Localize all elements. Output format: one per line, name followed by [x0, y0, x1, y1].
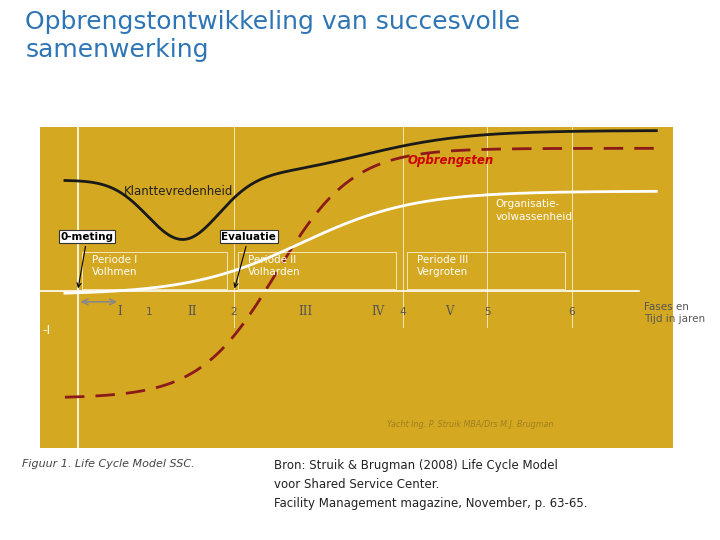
Text: Periode III
Vergroten: Periode III Vergroten	[417, 255, 469, 277]
Text: Fases en
Tijd in jaren: Fases en Tijd in jaren	[644, 302, 705, 324]
Text: V: V	[445, 306, 454, 319]
Text: Bron: Struik & Brugman (2008) Life Cycle Model
voor Shared Service Center.
Facil: Bron: Struik & Brugman (2008) Life Cycle…	[274, 459, 587, 510]
Text: Yacht Ing. P. Struik MBA/Drs M.J. Brugman: Yacht Ing. P. Struik MBA/Drs M.J. Brugma…	[387, 420, 554, 429]
Text: 4: 4	[400, 307, 406, 317]
Text: II: II	[187, 306, 197, 319]
Text: 6: 6	[569, 307, 575, 317]
Text: Evaluatie: Evaluatie	[221, 232, 276, 287]
Text: Opbrengsten: Opbrengsten	[407, 154, 493, 167]
Text: Klanttevredenheid: Klanttevredenheid	[124, 185, 233, 198]
Text: Figuur 1. Life Cycle Model SSC.: Figuur 1. Life Cycle Model SSC.	[22, 459, 194, 469]
Text: IV: IV	[371, 306, 384, 319]
Text: Periode I
Volhmen: Periode I Volhmen	[92, 255, 138, 277]
Text: 1: 1	[146, 307, 153, 317]
Text: I: I	[117, 306, 122, 319]
Text: Periode II
Volharden: Periode II Volharden	[248, 255, 301, 277]
Text: 5: 5	[484, 307, 490, 317]
Text: 2: 2	[230, 307, 237, 317]
Text: -I: -I	[42, 324, 50, 337]
Text: Opbrengstontwikkeling van succesvolle
samenwerking: Opbrengstontwikkeling van succesvolle sa…	[25, 10, 521, 62]
Text: III: III	[299, 306, 312, 319]
Text: 0-meting: 0-meting	[60, 232, 114, 287]
Text: Organisatie-
volwassenheid: Organisatie- volwassenheid	[496, 199, 573, 222]
